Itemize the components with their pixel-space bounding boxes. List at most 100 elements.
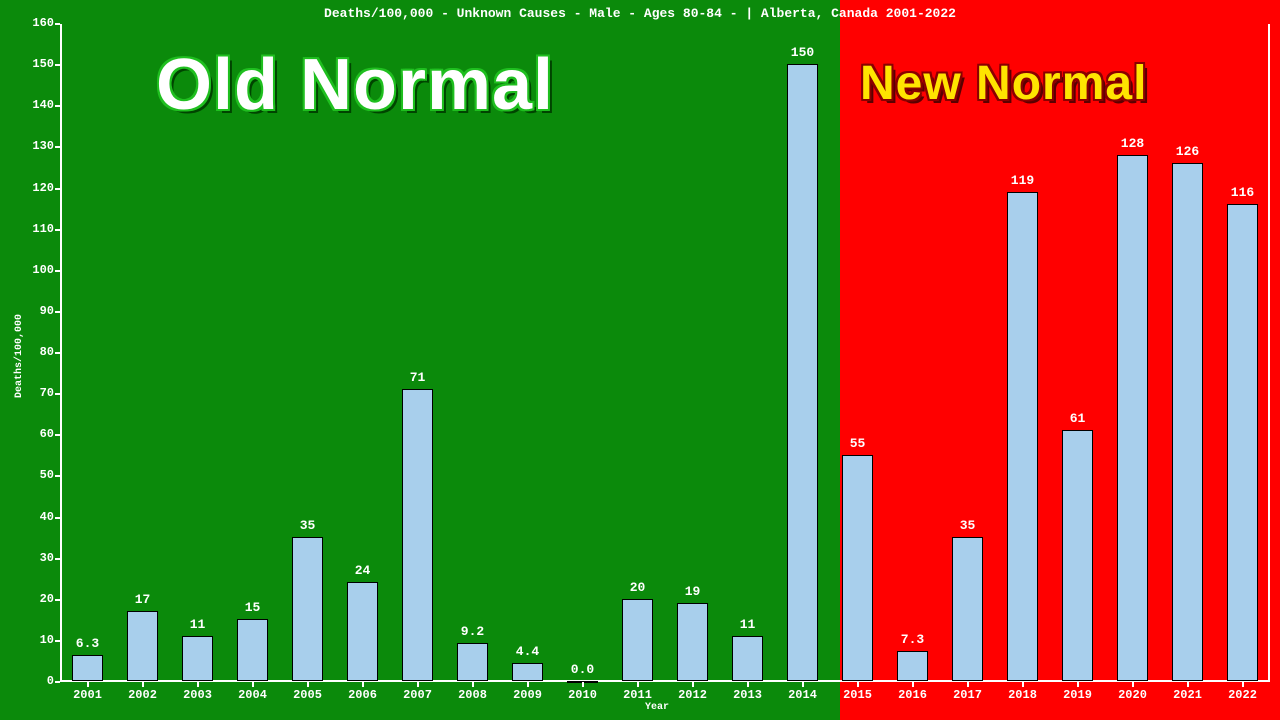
x-tick	[967, 682, 969, 687]
x-tick-label: 2011	[623, 688, 652, 702]
x-tick	[802, 682, 804, 687]
y-tick-label: 120	[20, 181, 54, 195]
y-tick	[55, 434, 60, 436]
x-tick-label: 2017	[953, 688, 982, 702]
y-tick	[55, 229, 60, 231]
y-tick-label: 150	[20, 57, 54, 71]
x-tick-label: 2009	[513, 688, 542, 702]
x-tick	[527, 682, 529, 687]
x-tick-label: 2019	[1063, 688, 1092, 702]
y-tick	[55, 558, 60, 560]
x-tick	[912, 682, 914, 687]
bar	[402, 389, 432, 681]
x-tick	[1132, 682, 1134, 687]
x-tick	[417, 682, 419, 687]
x-tick	[1077, 682, 1079, 687]
x-tick-label: 2003	[183, 688, 212, 702]
y-tick	[55, 681, 60, 683]
y-tick-label: 80	[20, 345, 54, 359]
y-tick-label: 0	[20, 674, 54, 688]
bar	[512, 663, 542, 681]
x-tick-label: 2012	[678, 688, 707, 702]
x-tick-label: 2015	[843, 688, 872, 702]
y-tick	[55, 188, 60, 190]
bar	[292, 537, 322, 681]
x-tick-label: 2004	[238, 688, 267, 702]
bar	[182, 636, 212, 681]
x-tick-label: 2005	[293, 688, 322, 702]
x-tick-label: 2021	[1173, 688, 1202, 702]
x-tick	[857, 682, 859, 687]
bar	[952, 537, 982, 681]
x-tick-label: 2018	[1008, 688, 1037, 702]
y-tick	[55, 23, 60, 25]
y-tick	[55, 599, 60, 601]
bar	[1227, 204, 1257, 681]
chart-title: Deaths/100,000 - Unknown Causes - Male -…	[0, 6, 1280, 21]
x-tick	[582, 682, 584, 687]
x-tick-label: 2001	[73, 688, 102, 702]
x-tick-label: 2008	[458, 688, 487, 702]
bar	[787, 64, 817, 681]
x-tick	[1187, 682, 1189, 687]
x-tick	[87, 682, 89, 687]
bar	[1117, 155, 1147, 681]
bar	[127, 611, 157, 681]
bar	[1062, 430, 1092, 681]
y-tick	[55, 311, 60, 313]
x-tick	[362, 682, 364, 687]
y-axis	[60, 24, 62, 682]
y-tick	[55, 393, 60, 395]
x-tick-label: 2022	[1228, 688, 1257, 702]
bar	[1172, 163, 1202, 681]
y-tick	[55, 352, 60, 354]
y-tick-label: 20	[20, 592, 54, 606]
x-tick	[747, 682, 749, 687]
x-tick	[307, 682, 309, 687]
y-tick-label: 110	[20, 222, 54, 236]
y-tick-label: 60	[20, 427, 54, 441]
bar	[72, 655, 102, 681]
x-tick	[1242, 682, 1244, 687]
x-tick-label: 2002	[128, 688, 157, 702]
y-tick-label: 50	[20, 468, 54, 482]
bar	[347, 582, 377, 681]
x-tick	[197, 682, 199, 687]
y-tick	[55, 270, 60, 272]
x-tick	[142, 682, 144, 687]
y-tick	[55, 640, 60, 642]
x-tick	[252, 682, 254, 687]
bar	[1007, 192, 1037, 681]
overlay-old-normal: Old Normal	[156, 44, 554, 126]
bar	[622, 599, 652, 681]
x-tick-label: 2006	[348, 688, 377, 702]
bar	[897, 651, 927, 681]
y-tick-label: 30	[20, 551, 54, 565]
y-tick	[55, 105, 60, 107]
x-tick-label: 2020	[1118, 688, 1147, 702]
bar	[457, 643, 487, 681]
y-tick-label: 100	[20, 263, 54, 277]
x-tick	[472, 682, 474, 687]
x-tick-label: 2007	[403, 688, 432, 702]
y-tick	[55, 475, 60, 477]
x-tick	[1022, 682, 1024, 687]
bar	[732, 636, 762, 681]
y-tick-label: 10	[20, 633, 54, 647]
x-tick-label: 2016	[898, 688, 927, 702]
y-tick-label: 130	[20, 139, 54, 153]
y-tick	[55, 517, 60, 519]
bar	[237, 619, 267, 681]
y-tick-label: 70	[20, 386, 54, 400]
x-tick-label: 2010	[568, 688, 597, 702]
y-tick-label: 140	[20, 98, 54, 112]
y-tick	[55, 64, 60, 66]
y-tick-label: 90	[20, 304, 54, 318]
y-axis-right	[1268, 24, 1270, 682]
x-axis-label: Year	[645, 702, 669, 713]
x-tick	[692, 682, 694, 687]
y-tick-label: 40	[20, 510, 54, 524]
x-tick-label: 2014	[788, 688, 817, 702]
overlay-new-normal: New Normal	[860, 56, 1147, 111]
bar	[842, 455, 872, 681]
